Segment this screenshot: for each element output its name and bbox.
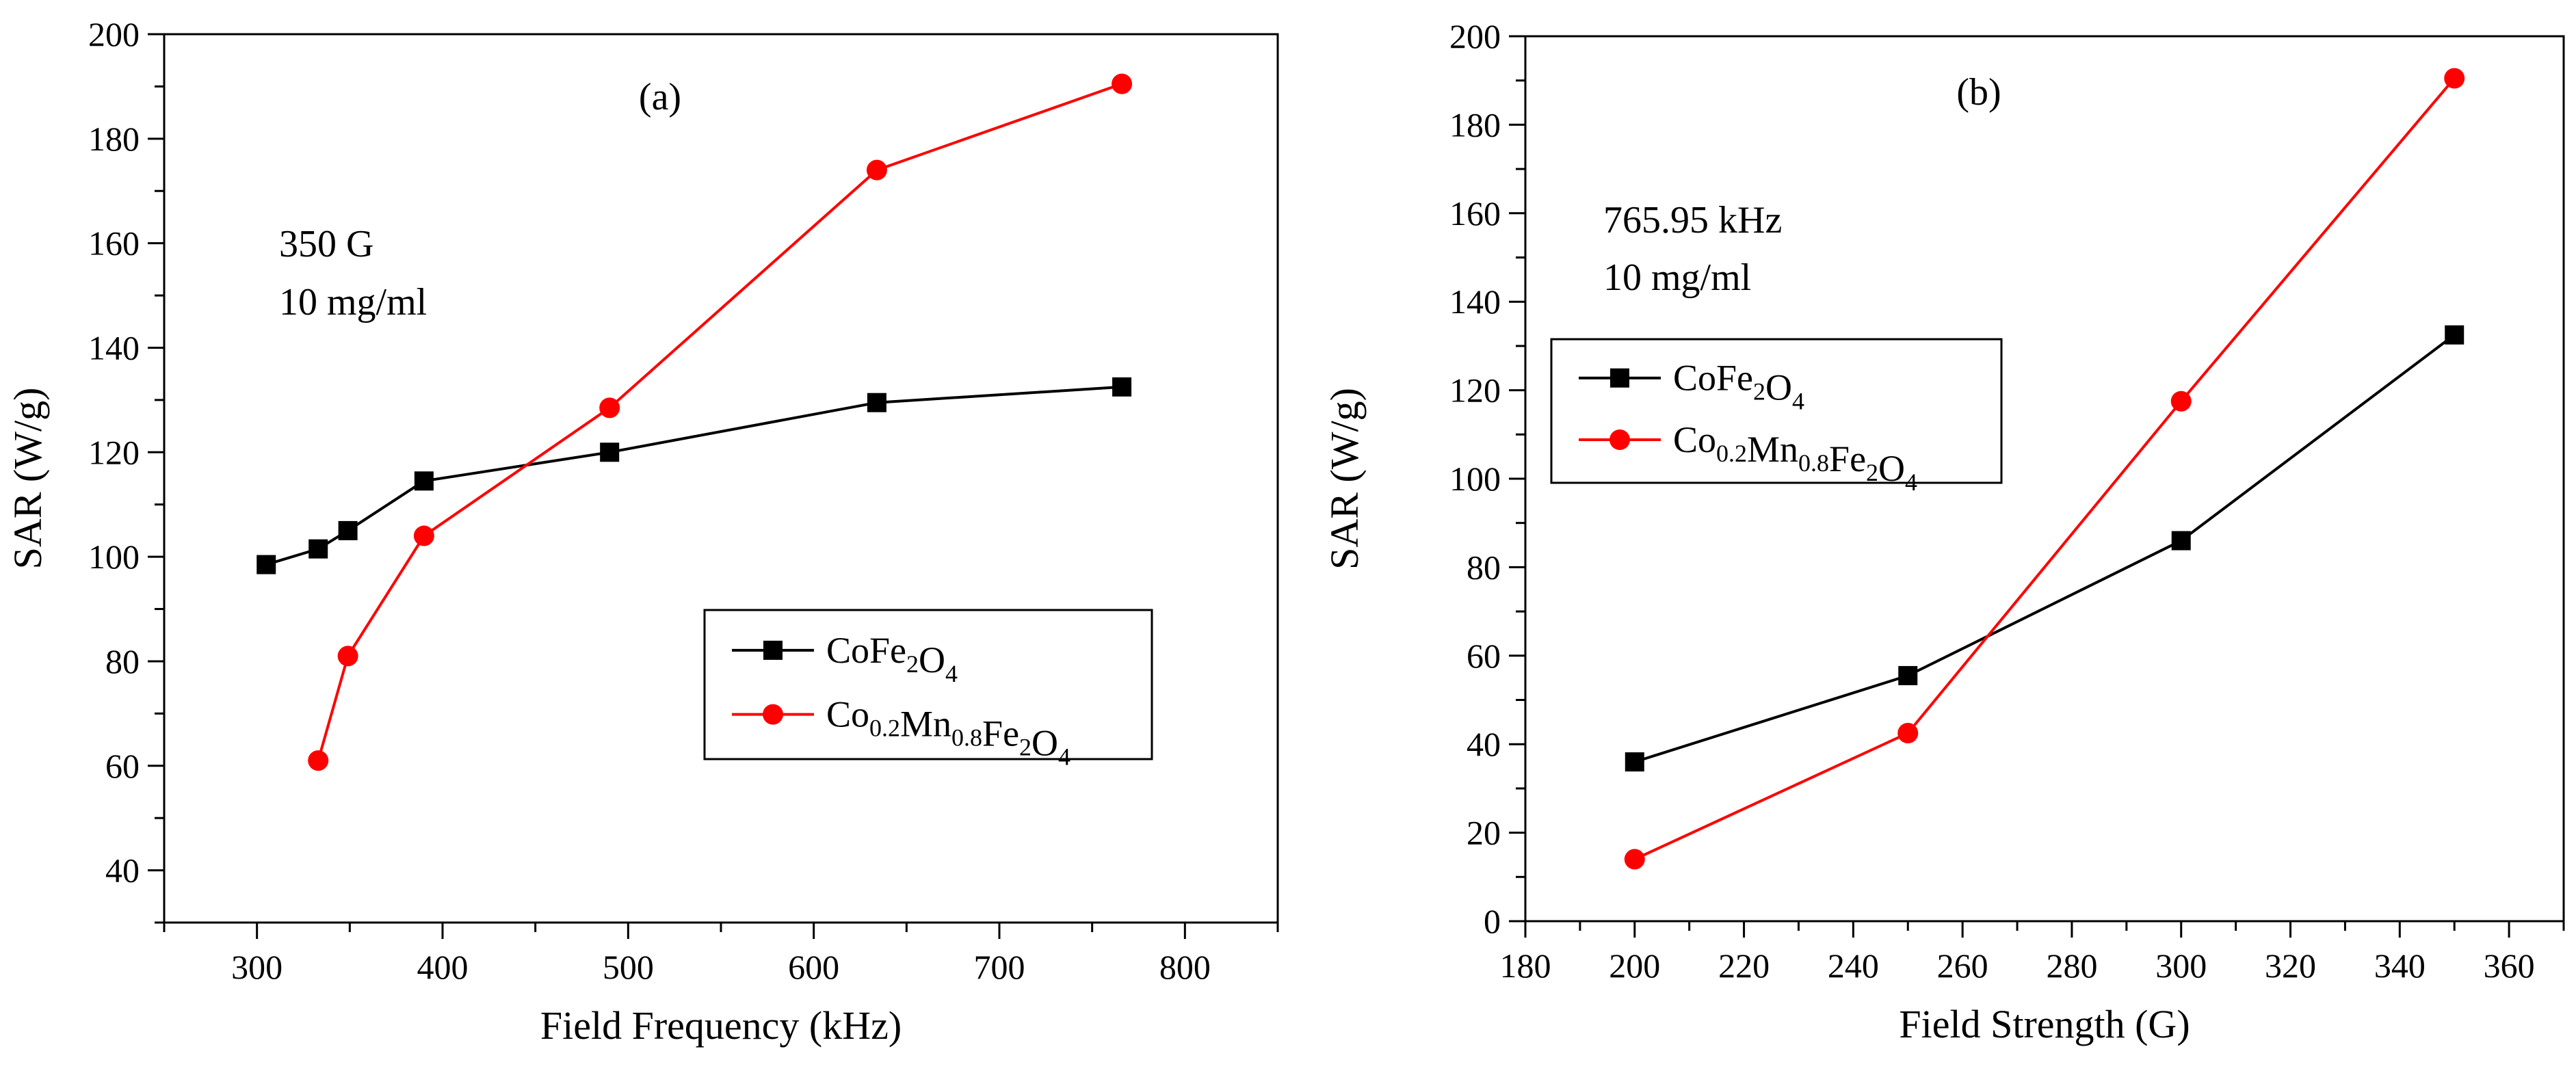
y-tick-label: 180 — [88, 120, 140, 158]
panel-label: (b) — [1956, 71, 2001, 114]
x-tick-label: 300 — [231, 948, 282, 986]
series-line — [1633, 77, 2456, 861]
x-tick-label: 240 — [1828, 946, 1879, 985]
plot-frame — [163, 33, 1279, 924]
legend-label: Co0.2Mn0.8Fe2O4 — [1673, 419, 1917, 496]
x-axis-title: Field Strength (G) — [1899, 1002, 2190, 1046]
y-tick-label: 60 — [1467, 637, 1501, 675]
x-tick-label: 280 — [2046, 946, 2097, 985]
x-tick-label: 300 — [2155, 946, 2207, 985]
data-point-circle — [413, 525, 434, 546]
condition-annotation: 765.95 kHz — [1603, 199, 1782, 241]
data-point-circle — [2170, 390, 2192, 412]
data-point-circle — [866, 159, 887, 181]
data-point-square — [867, 393, 886, 412]
data-point-square — [414, 471, 434, 491]
y-tick-label: 140 — [88, 328, 140, 367]
data-point-square — [600, 442, 620, 462]
data-point-square — [257, 555, 276, 574]
y-tick-label: 200 — [88, 15, 140, 53]
y-tick-label: 160 — [88, 224, 140, 263]
data-point-square — [2445, 325, 2465, 345]
legend-marker-square — [1610, 368, 1629, 388]
y-tick-label: 120 — [88, 433, 140, 471]
legend-label: CoFe2O4 — [826, 630, 958, 687]
legend-box — [1550, 338, 2003, 484]
x-axis-title: Field Frequency (kHz) — [540, 1003, 902, 1048]
series-co02mn08fe2o4 — [1624, 68, 2465, 870]
x-tick-label: 340 — [2374, 946, 2426, 985]
data-point-circle — [1897, 723, 1919, 744]
y-tick-label: 20 — [1467, 814, 1501, 852]
chart-panel-b: 180 200 220 240 260 280 300 320 340 360 0 20 40 60 80 1… — [1322, 17, 2565, 1046]
data-point-square — [2171, 531, 2191, 551]
data-point-square — [308, 539, 328, 559]
x-tick-label: 360 — [2484, 946, 2535, 985]
legend: CoFe2O4 Co0.2Mn0.8Fe2O4 — [703, 609, 1153, 771]
series-cofe2o4 — [257, 377, 1132, 574]
condition-annotation: 10 mg/ml — [279, 281, 427, 323]
series-co02mn08fe2o4 — [308, 73, 1133, 771]
legend-box — [703, 609, 1153, 760]
data-point-circle — [1112, 73, 1133, 94]
data-point-circle — [1624, 849, 1645, 870]
condition-annotation: 350 G — [279, 223, 373, 265]
x-tick-label: 700 — [974, 948, 1025, 986]
y-tick-label: 40 — [105, 851, 140, 890]
y-tick-label: 80 — [1467, 548, 1501, 586]
x-tick-label: 500 — [603, 948, 654, 986]
data-point-circle — [2444, 68, 2465, 89]
y-tick-label: 80 — [105, 642, 140, 680]
legend-label: CoFe2O4 — [1673, 358, 1804, 415]
y-tick-label: 120 — [1449, 371, 1501, 410]
y-tick-label: 160 — [1449, 194, 1501, 233]
y-tick-label: 100 — [1449, 460, 1501, 498]
y-tick-label: 40 — [1467, 725, 1501, 763]
y-axis-title: SAR (W/g) — [5, 388, 50, 570]
legend-marker-circle — [1609, 429, 1630, 450]
x-tick-label: 220 — [1718, 946, 1770, 985]
x-tick-label: 260 — [1937, 946, 1988, 985]
y-tick-label: 180 — [1449, 105, 1501, 144]
y-tick-label: 0 — [1484, 902, 1501, 940]
panel-label: (a) — [639, 76, 681, 118]
x-tick-label: 800 — [1159, 948, 1211, 986]
y-tick-label: 100 — [88, 538, 140, 576]
series-line — [265, 385, 1122, 566]
y-axis-title: SAR (W/g) — [1322, 388, 1367, 570]
legend-label: Co0.2Mn0.8Fe2O4 — [826, 694, 1070, 771]
y-tick-label: 60 — [105, 747, 140, 785]
series-cofe2o4 — [1625, 325, 2465, 772]
x-tick-label: 180 — [1500, 946, 1551, 985]
x-tick-label: 600 — [788, 948, 839, 986]
series-line — [1634, 334, 2456, 763]
series-line — [317, 82, 1122, 761]
condition-annotation: 10 mg/ml — [1603, 256, 1751, 299]
legend-marker-square — [763, 640, 783, 660]
x-tick-label: 400 — [417, 948, 469, 986]
data-point-circle — [308, 750, 329, 771]
legend-marker-circle — [763, 704, 783, 725]
data-point-circle — [337, 646, 358, 667]
y-tick-label: 140 — [1449, 282, 1501, 321]
y-tick-label: 200 — [1449, 17, 1501, 55]
data-point-square — [1625, 752, 1644, 772]
x-tick-label: 200 — [1609, 946, 1660, 985]
data-point-square — [338, 520, 358, 540]
data-point-square — [1112, 377, 1132, 397]
x-tick-label: 320 — [2265, 946, 2316, 985]
data-point-circle — [599, 397, 620, 419]
data-point-square — [1898, 665, 1918, 685]
chart-panel-a: 300 400 500 600 700 800 40 60 80 100 120 140 160 180 2… — [5, 15, 1279, 1048]
